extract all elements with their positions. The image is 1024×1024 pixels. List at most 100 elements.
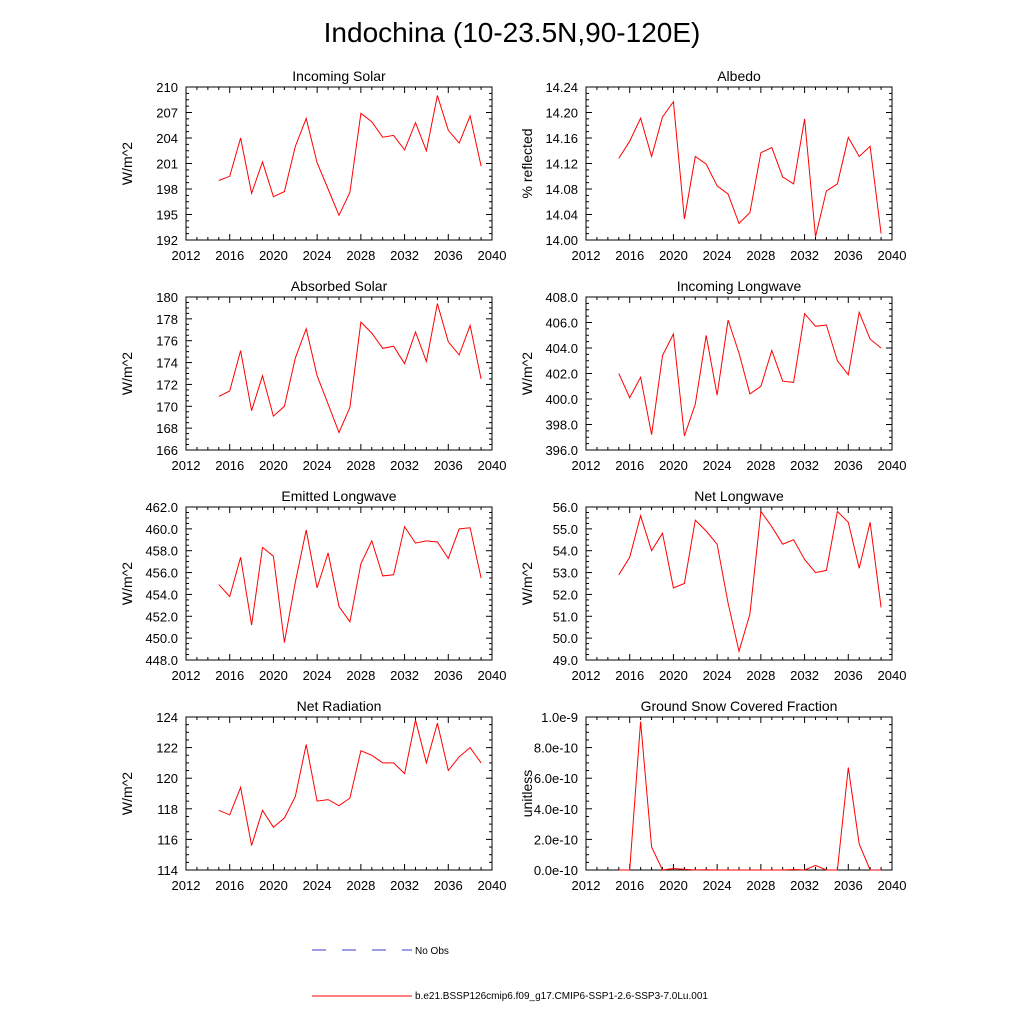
x-tick-label: 2016 [215,458,244,473]
panel-net-radiation: Net Radiation W/m^2 2012 2016 2020 2024 2028 20… [119,698,506,893]
y-tick-label: 166 [156,443,178,458]
series-line-incoming-longwave [618,310,882,437]
x-tick-label: 2024 [303,248,332,263]
x-tick-label: 2028 [746,878,775,893]
y-tick-label: 201 [156,157,178,172]
x-tick-label: 2024 [703,458,732,473]
y-tick-label: 198 [156,182,178,197]
y-tick-label: 402.0 [545,367,578,382]
x-tick-label: 2012 [572,878,601,893]
panel-title: Incoming Solar [292,68,386,84]
y-tick-label: 452.0 [145,609,178,624]
y-tick-label: 454.0 [145,587,178,602]
x-tick-label: 2012 [572,668,601,683]
x-tick-label: 2040 [478,878,507,893]
y-axis-label: W/m^2 [119,562,135,605]
x-tick-label: 2028 [346,458,375,473]
y-tick-label: 170 [156,399,178,414]
x-tick-label: 2040 [478,248,507,263]
y-tick-label: 180 [156,290,178,305]
x-tick-label: 2016 [615,668,644,683]
panel-ground-snow-covered-fraction: Ground Snow Covered Fraction unitless 2012… [519,698,906,893]
y-tick-label: 396.0 [545,443,578,458]
series-line-net-radiation [218,719,482,846]
series-line-albedo [618,100,882,237]
x-tick-label: 2024 [303,668,332,683]
figure-title: Indochina (10-23.5N,90-120E) [324,17,701,48]
y-tick-label: 52.0 [553,587,578,602]
x-tick-label: 2032 [790,878,819,893]
y-tick-label: 178 [156,312,178,327]
y-tick-label: 0.0e-10 [534,863,578,878]
y-axis-label: W/m^2 [519,562,535,605]
series-line-absorbed-solar [218,303,482,434]
series-line-ground-snow-covered-fraction [618,721,882,871]
y-tick-label: 176 [156,334,178,349]
x-tick-label: 2036 [434,248,463,263]
x-tick-label: 2020 [659,878,688,893]
plot-frame [185,506,493,661]
panel-net-longwave: Net Longwave W/m^2 2012 2016 2020 2024 2028 203… [519,488,906,683]
x-tick-label: 2040 [878,878,907,893]
x-tick-label: 2032 [790,668,819,683]
x-tick-label: 2032 [790,248,819,263]
x-tick-label: 2036 [434,458,463,473]
y-axis-label: W/m^2 [119,142,135,185]
plot-frame [585,86,893,241]
x-tick-label: 2016 [615,878,644,893]
y-tick-label: 404.0 [545,341,578,356]
x-tick-label: 2036 [434,668,463,683]
plot-frame [585,296,893,451]
y-tick-label: 458.0 [145,544,178,559]
x-tick-label: 2028 [346,668,375,683]
series-line-incoming-solar [218,95,482,217]
panel-title: Net Radiation [297,698,382,714]
panel-incoming-solar: Incoming Solar W/m^2 2012 2016 2020 2024 2028 2… [119,68,506,263]
x-tick-label: 2040 [878,668,907,683]
x-tick-label: 2012 [172,878,201,893]
x-tick-label: 2012 [172,248,201,263]
y-tick-label: 448.0 [145,653,178,668]
y-tick-label: 462.0 [145,500,178,515]
panel-albedo: Albedo % reflected 2012 2016 2020 2024 2028 203… [519,68,906,263]
plot-frame [185,296,493,451]
y-tick-label: 398.0 [545,418,578,433]
x-tick-label: 2028 [346,878,375,893]
x-tick-label: 2016 [615,458,644,473]
y-tick-label: 14.20 [545,106,578,121]
y-tick-label: 2.0e-10 [534,832,578,847]
series-line-emitted-longwave [218,525,482,643]
y-tick-label: 120 [156,771,178,786]
y-tick-label: 204 [156,131,178,146]
series-line-net-longwave [618,510,882,654]
y-tick-label: 49.0 [553,653,578,668]
y-tick-label: 456.0 [145,566,178,581]
y-tick-label: 168 [156,421,178,436]
panel-emitted-longwave: Emitted Longwave W/m^2 2012 2016 2020 2024 202… [119,488,506,683]
x-tick-label: 2020 [259,248,288,263]
panel-absorbed-solar: Absorbed Solar W/m^2 2012 2016 2020 2024 2028 2… [119,278,506,473]
x-tick-label: 2020 [659,248,688,263]
x-tick-label: 2020 [259,878,288,893]
x-tick-label: 2020 [259,668,288,683]
x-tick-label: 2012 [572,248,601,263]
y-tick-label: 406.0 [545,316,578,331]
x-tick-label: 2024 [703,878,732,893]
y-tick-label: 400.0 [545,392,578,407]
panel-title: Incoming Longwave [677,278,802,294]
y-tick-label: 207 [156,106,178,121]
y-tick-label: 450.0 [145,631,178,646]
x-tick-label: 2032 [790,458,819,473]
x-tick-label: 2020 [259,458,288,473]
panel-title: Absorbed Solar [291,278,388,294]
x-tick-label: 2028 [746,668,775,683]
x-tick-label: 2016 [215,878,244,893]
x-tick-label: 2032 [390,458,419,473]
y-tick-label: 14.04 [545,208,578,223]
x-tick-label: 2012 [172,458,201,473]
plot-frame [585,506,893,661]
y-tick-label: 122 [156,741,178,756]
x-tick-label: 2036 [834,248,863,263]
x-tick-label: 2040 [878,458,907,473]
